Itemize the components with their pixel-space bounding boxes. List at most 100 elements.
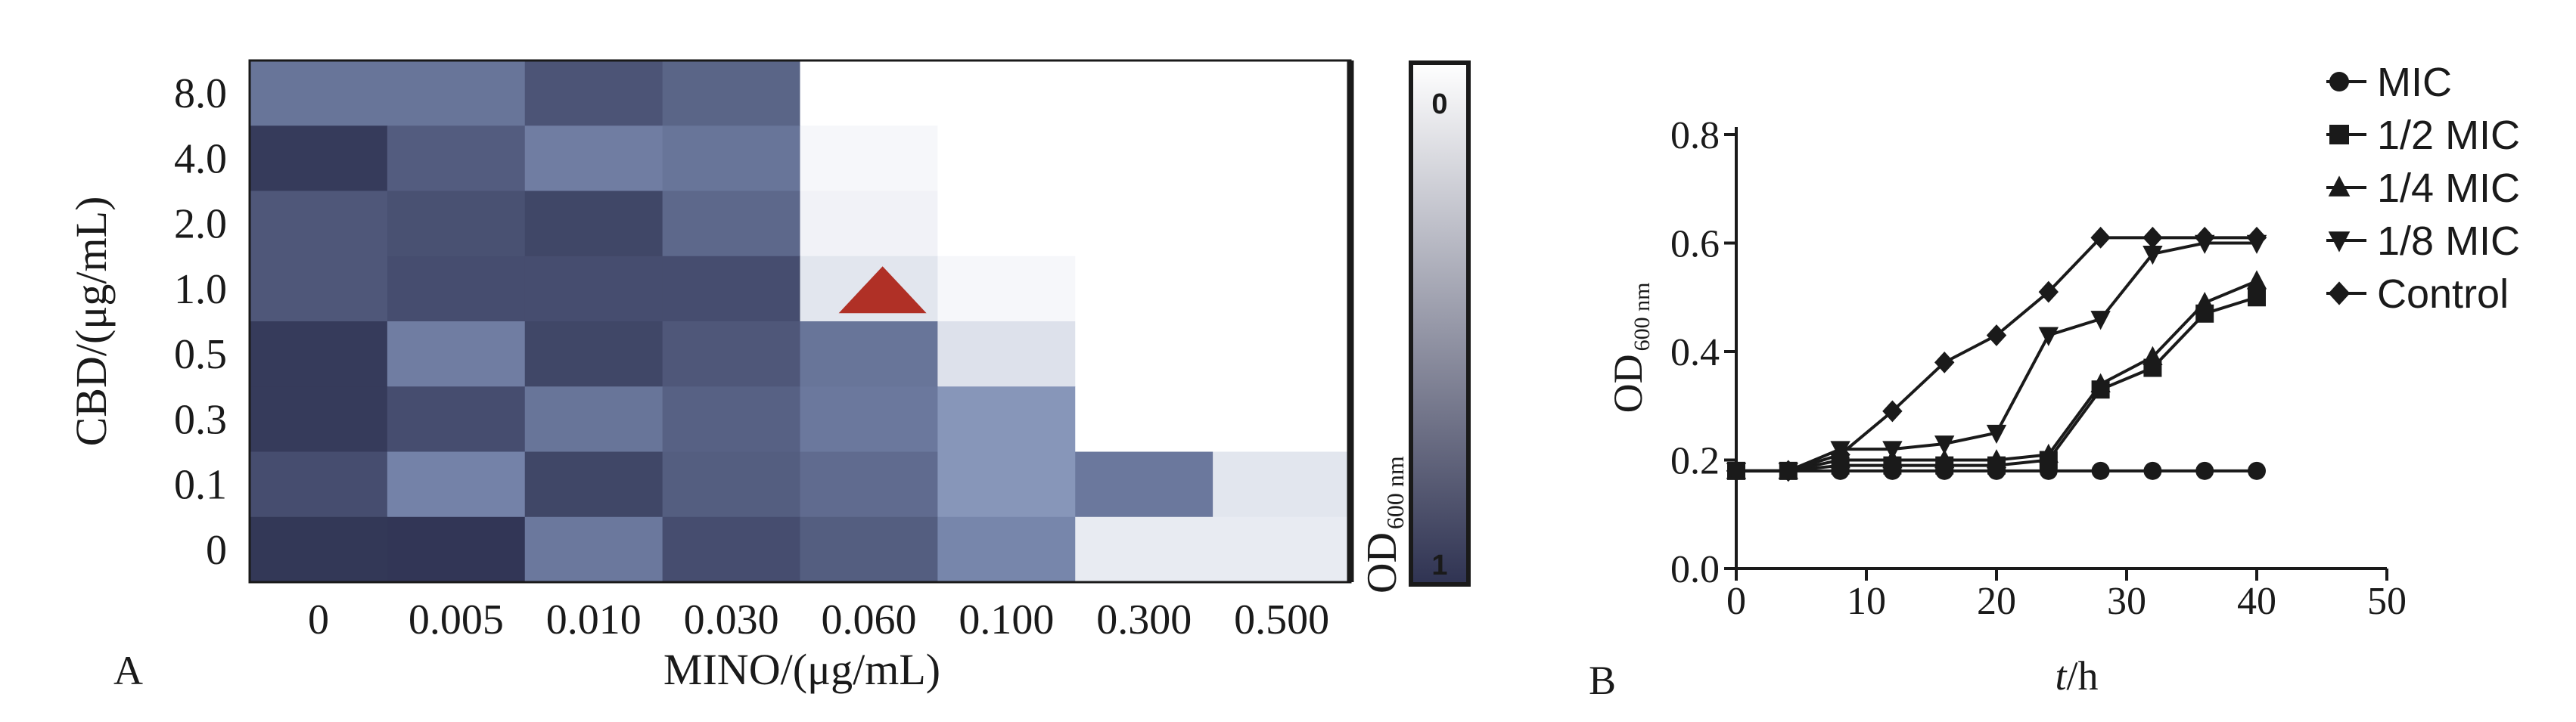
line-chart-y-axis-label-main: OD [1605,354,1651,413]
data-point [2091,461,2110,480]
y-tick-label: 0.4 [1670,331,1720,374]
heatmap-cell [524,321,663,387]
heatmap-cell [800,451,938,518]
colorbar-title: OD 600 nm [1359,456,1409,593]
series-group [1726,270,2267,479]
legend-label: 1/2 MIC [2377,113,2520,158]
heatmap-cell [250,256,388,322]
y-tick-label: 0.6 [1670,223,1720,266]
heatmap-y-tick-label: 8.0 [174,70,227,117]
heatmap-cell [387,386,526,453]
heatmap-cell [1213,60,1351,126]
data-point [2328,231,2351,253]
data-point [2090,311,2111,330]
heatmap-cell [662,321,801,387]
x-tick-label: 10 [1847,580,1886,623]
line-chart-series [1726,226,2267,482]
heatmap-cell [250,60,388,126]
line-chart-y-axis-label-sub: 600 nm [1630,283,1655,352]
heatmap-cell [800,60,938,126]
legend-label: 1/8 MIC [2377,218,2520,264]
heatmap-cell [937,60,1076,126]
heatmap-cell [524,256,663,322]
heatmap-cell [937,451,1076,518]
heatmap-cell [662,191,801,257]
heatmap-y-tick-label: 2.0 [174,201,227,248]
series-group [1726,226,2267,482]
data-point [2195,292,2215,311]
x-tick-label: 40 [2237,580,2276,623]
heatmap-cells [250,60,1351,583]
data-point [2090,373,2111,392]
y-tick-label: 0.2 [1670,440,1720,483]
line-chart-x-axis-label-rest: /h [2067,653,2099,699]
heatmap-x-tick-label: 0.300 [1096,597,1192,643]
data-point [1726,460,1747,482]
heatmap-cell [250,386,388,453]
data-point [2248,461,2266,480]
heatmap-cell [387,191,526,257]
heatmap-cell [937,256,1076,322]
heatmap-y-tick-label: 0.5 [174,331,227,378]
heatmap-cell [250,321,388,387]
heatmap-cell [937,516,1076,583]
heatmap-cell [800,321,938,387]
heatmap-x-tick-label: 0.030 [684,597,779,643]
data-point [1934,449,1955,469]
heatmap-cell [387,125,526,192]
heatmap-cell [387,321,526,387]
heatmap-y-tick-label: 4.0 [174,135,227,182]
data-point [1778,460,1798,482]
data-point [2246,270,2267,290]
heatmap-cell [800,516,938,583]
heatmap-x-tick-label: 0.100 [959,597,1054,643]
data-point [2329,125,2349,144]
heatmap-x-tick-label: 0.060 [821,597,916,643]
heatmap-x-tick-labels: 0 0.005 0.010 0.030 0.060 0.100 0.300 0.500 [308,597,1329,643]
x-tick-label: 0 [1726,580,1746,623]
x-tick-label: 50 [2367,580,2407,623]
series-line [1736,296,2257,473]
data-point [1882,441,1903,460]
data-point [1830,443,1850,466]
legend-label: MIC [2377,60,2452,105]
heatmap-cell [1075,321,1213,387]
panel-b-label: B [1589,658,1616,703]
series-group [1726,234,2267,482]
data-point [1934,435,1955,455]
heatmap-y-tick-label: 0.1 [174,462,227,509]
data-point [2143,346,2163,365]
legend-label: 1/4 MIC [2377,166,2520,211]
line-chart-x-axis-label-italic: t [2055,653,2068,699]
heatmap-y-tick-label: 1.0 [174,266,227,313]
data-point [1986,424,2007,445]
heatmap-cell [524,386,663,453]
heatmap-x-tick-label: 0.005 [409,597,504,643]
data-point [2143,246,2163,265]
heatmap-cell [250,451,388,518]
heatmap-cell [1213,256,1351,322]
heatmap-x-axis-label: MINO/(μg/mL) [663,645,940,694]
colorbar [1409,60,1471,587]
heatmap-x-tick-label: 0.500 [1234,597,1329,643]
legend-label: Control [2377,271,2509,317]
heatmap-cell [524,451,663,518]
data-point [2329,72,2349,91]
line-chart-legend: MIC 1/2 MIC 1/4 MIC 1/8 MIC Control [2326,60,2520,317]
line-chart-y-axis-label: OD600 nm [1605,283,1655,414]
line-chart-panel: 0.0 0.2 0.4 0.6 0.8 0 10 20 30 40 50 MIC 1/2 MIC 1/4… [1589,60,2520,703]
heatmap-cell [1213,516,1351,583]
x-tick-label: 30 [2107,580,2146,623]
heatmap-cell [1075,256,1213,322]
heatmap-cell [662,386,801,453]
heatmap-cell [250,516,388,583]
heatmap-x-tick-label: 0.010 [546,597,642,643]
line-chart-axes: 0.0 0.2 0.4 0.6 0.8 0 10 20 30 40 50 [1670,114,2407,623]
colorbar-min-label: 0 [1431,88,1447,120]
heatmap-cell [937,191,1076,257]
colorbar-max-label: 1 [1431,550,1447,581]
heatmap-triangle-marker [838,266,927,314]
heatmap-y-tick-labels: 8.0 4.0 2.0 1.0 0.5 0.3 0.1 0 [174,70,227,574]
heatmap-y-tick-label: 0.3 [174,396,227,443]
heatmap-cell [937,321,1076,387]
